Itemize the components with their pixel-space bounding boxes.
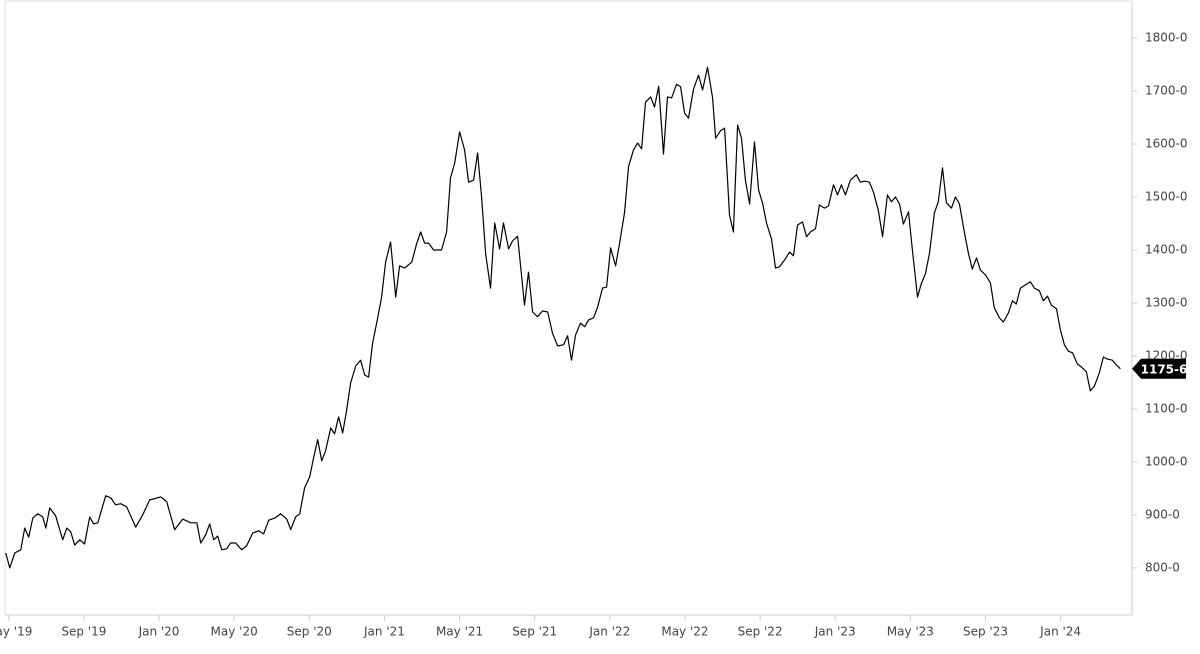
x-tick-label: Sep '20 — [287, 625, 332, 639]
x-tick-label: Sep '23 — [963, 625, 1008, 639]
x-tick-label: Jan '21 — [363, 625, 405, 639]
x-tick-label: Jan '24 — [1039, 625, 1081, 639]
y-tick-label: 1500-0 — [1145, 190, 1188, 204]
y-tick-label: 900-0 — [1145, 507, 1180, 521]
x-tick-label: Jan '22 — [588, 625, 630, 639]
x-tick-label: Sep '19 — [61, 625, 106, 639]
x-tick-label: Jan '20 — [138, 625, 180, 639]
last-price-label: 1175-6 — [1141, 362, 1188, 376]
y-tick-label: 1400-0 — [1145, 242, 1188, 256]
last-price-tag — [1132, 358, 1186, 379]
x-tick-label: May '21 — [436, 625, 483, 639]
x-tick-label: May '19 — [0, 625, 32, 639]
y-tick-label: 1000-0 — [1145, 454, 1188, 468]
y-tick-label: 1800-0 — [1145, 31, 1188, 45]
y-tick-label: 1600-0 — [1145, 137, 1188, 151]
x-tick-label: Sep '21 — [512, 625, 557, 639]
x-tick-label: May '23 — [887, 625, 934, 639]
y-tick-label: 800-0 — [1145, 560, 1180, 574]
x-tick-label: Jan '23 — [814, 625, 856, 639]
y-tick-label: 1100-0 — [1145, 401, 1188, 415]
x-tick-label: May '22 — [661, 625, 708, 639]
x-tick-label: Sep '22 — [738, 625, 783, 639]
y-tick-label: 1700-0 — [1145, 84, 1188, 98]
price-line — [5, 66, 1121, 569]
x-tick-label: May '20 — [211, 625, 258, 639]
y-tick-label: 1300-0 — [1145, 295, 1188, 309]
